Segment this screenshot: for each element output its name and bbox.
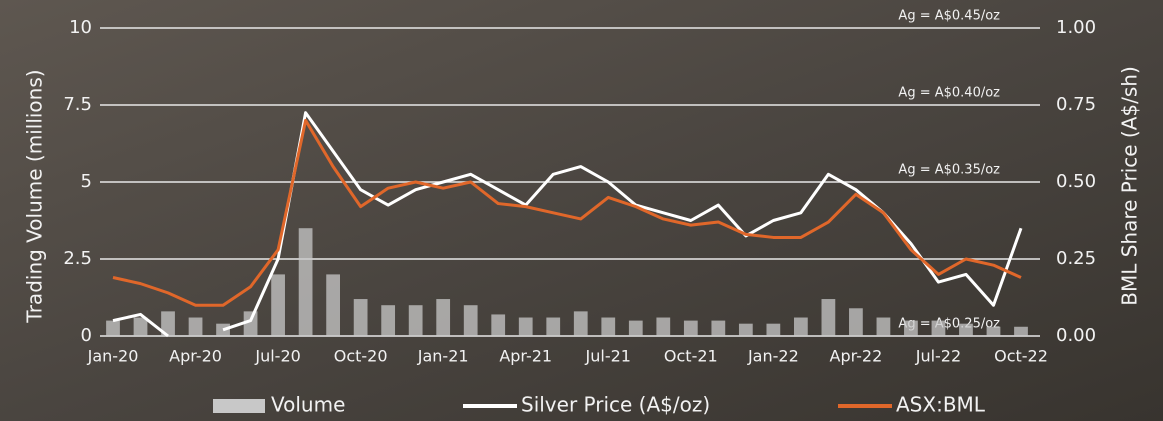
legend-label: Silver Price (A$/oz): [521, 393, 710, 417]
volume-bar: [739, 324, 753, 336]
volume-bar: [656, 318, 670, 336]
volume-bar: [1014, 327, 1028, 336]
x-tick-label: Apr-21: [499, 347, 552, 366]
y-axis-title: Trading Volume (millions): [23, 69, 47, 323]
volume-bar: [326, 274, 340, 336]
volume-bar: [436, 299, 450, 336]
y2-tick-label: 0.25: [1056, 248, 1096, 269]
x-tick-label: Jan-21: [417, 347, 469, 366]
volume-bar: [629, 321, 643, 336]
volume-bar: [794, 318, 808, 336]
volume-bar: [877, 318, 891, 336]
volume-bar: [932, 321, 946, 336]
volume-bar: [519, 318, 533, 336]
y-tick-label: 0: [81, 325, 92, 346]
x-tick-label: Oct-20: [334, 347, 388, 366]
x-tick-label: Jul-21: [585, 347, 631, 366]
x-tick-label: Oct-22: [994, 347, 1048, 366]
volume-bar: [574, 311, 588, 336]
page: Trading Volume (millions) BML Share Pric…: [0, 0, 1163, 421]
legend-swatch: [213, 399, 265, 413]
annotation: Ag = A$0.45/oz: [898, 9, 1000, 24]
y2-tick-label: 0.50: [1056, 171, 1096, 192]
x-tick-label: Jul-22: [915, 347, 961, 366]
volume-bar: [491, 314, 505, 336]
volume-bar: [134, 318, 148, 336]
y-tick-label: 10: [69, 17, 92, 38]
volume-bar: [904, 321, 918, 336]
x-tick-label: Apr-20: [169, 347, 222, 366]
x-tick-label: Apr-22: [830, 347, 883, 366]
volume-bar: [381, 305, 395, 336]
x-tick-label: Jan-20: [87, 347, 139, 366]
y-tick-label: 5: [81, 171, 92, 192]
volume-bar: [711, 321, 725, 336]
y2-tick-label: 0.00: [1056, 325, 1096, 346]
y2-tick-label: 0.75: [1056, 94, 1096, 115]
volume-bar: [189, 318, 203, 336]
y-tick-label: 7.5: [63, 94, 92, 115]
volume-bar: [849, 308, 863, 336]
y2-axis-title: BML Share Price (A$/sh): [1118, 66, 1142, 306]
volume-bar: [106, 321, 120, 336]
volume-bar: [299, 228, 313, 336]
volume-bar: [987, 327, 1001, 336]
volume-bar: [601, 318, 615, 336]
y-tick-label: 2.5: [63, 248, 92, 269]
volume-bar: [959, 324, 973, 336]
y2-tick-label: 1.00: [1056, 17, 1096, 38]
annotation: Ag = A$0.35/oz: [898, 163, 1000, 178]
volume-bar: [464, 305, 478, 336]
x-tick-label: Jan-22: [747, 347, 799, 366]
volume-bar: [684, 321, 698, 336]
volume-bar: [409, 305, 423, 336]
x-tick-label: Oct-21: [664, 347, 718, 366]
volume-bar: [546, 318, 560, 336]
annotation: Ag = A$0.40/oz: [898, 86, 1000, 101]
volume-bar: [822, 299, 836, 336]
x-tick-label: Jul-20: [254, 347, 300, 366]
volume-bar: [766, 324, 780, 336]
legend-label: Volume: [271, 393, 345, 417]
legend-label: ASX:BML: [896, 393, 986, 417]
volume-bar: [271, 274, 285, 336]
volume-bar: [354, 299, 368, 336]
chart: Trading Volume (millions) BML Share Pric…: [0, 0, 1163, 421]
